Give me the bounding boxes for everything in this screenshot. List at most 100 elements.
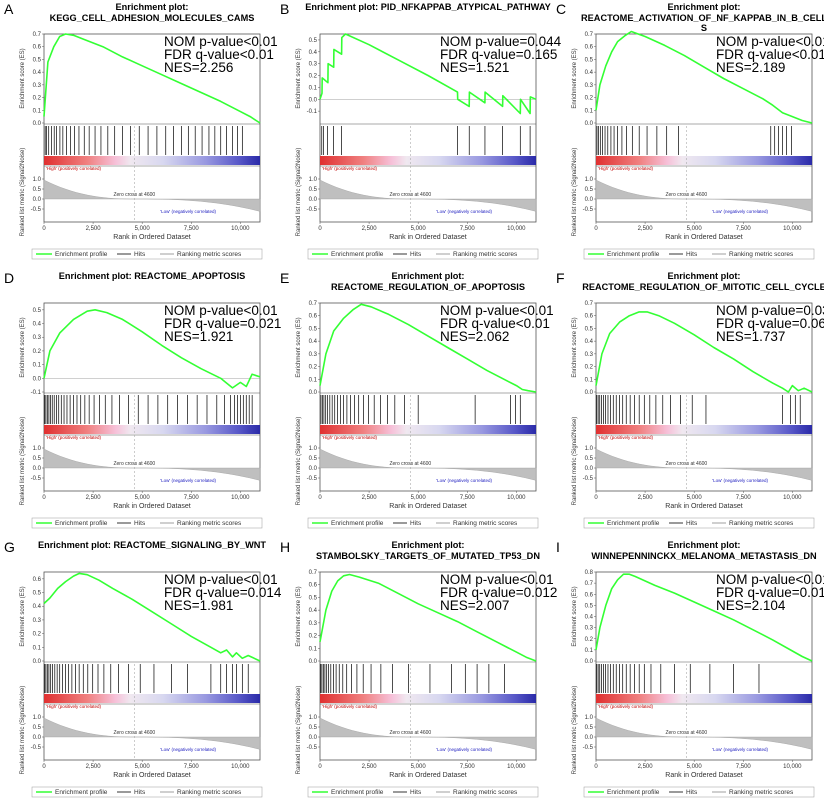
x-axis-label: Rank in Ordered Dataset xyxy=(389,503,466,510)
metric-ytick-label: 0.0 xyxy=(585,197,594,203)
legend-es-label: Enrichment profile xyxy=(331,789,384,796)
ranking-metric-area xyxy=(595,448,813,481)
xtick-label: 0 xyxy=(318,226,322,232)
metric-ytick-label: 0.0 xyxy=(33,735,42,741)
panel-letter: I xyxy=(556,539,560,555)
legend-es-label: Enrichment profile xyxy=(607,789,660,796)
stat-nes: NES=1.521 xyxy=(440,60,509,75)
xtick-label: 10,000 xyxy=(507,764,526,770)
es-ytick-label: 0.7 xyxy=(309,570,318,576)
es-ytick-label: 0.0 xyxy=(309,390,318,396)
metric-ytick-label: 1.0 xyxy=(33,715,42,721)
zero-cross-label: Zero cross at 4600 xyxy=(113,461,155,467)
legend-hits-label: Hits xyxy=(134,251,146,258)
plot-title-line1: Enrichment plot: xyxy=(668,540,741,550)
legend-box xyxy=(307,248,539,260)
es-ytick-label: 0.0 xyxy=(33,121,42,127)
stat-nes: NES=2.104 xyxy=(716,598,786,613)
plot-frame xyxy=(319,302,537,492)
zero-cross-label: Zero cross at 4600 xyxy=(113,192,155,198)
stat-fdr-qvalue: FDR q-value=0.012 xyxy=(440,585,557,600)
xtick-label: 2,500 xyxy=(86,764,102,770)
es-ylabel: Enrichment score (ES) xyxy=(296,586,302,646)
xtick-label: 5,000 xyxy=(135,226,151,232)
legend-hits-label: Hits xyxy=(134,520,146,527)
plot-title-line2: KEGG_CELL_ADHESION_MOLECULES_CAMS xyxy=(50,13,255,23)
stat-fdr-qvalue: FDR q-value<0.01 xyxy=(440,316,550,331)
metric-ytick-label: 0.0 xyxy=(33,466,42,472)
es-ytick-label: 0.2 xyxy=(309,74,318,80)
enrichment-profile-line xyxy=(319,33,537,115)
xtick-label: 7,500 xyxy=(184,764,200,770)
stat-nom-pvalue: NOM p-value<0.01 xyxy=(164,34,278,49)
panel-letter: C xyxy=(556,1,566,17)
metric-ytick-label: -0.5 xyxy=(307,476,318,482)
stat-nom-pvalue: NOM p-value=0.044 xyxy=(440,34,562,49)
high-label: 'High' (positively correlated) xyxy=(46,166,101,171)
xtick-label: 10,000 xyxy=(783,226,802,232)
es-ytick-label: 0.0 xyxy=(585,390,594,396)
xtick-label: 2,500 xyxy=(86,226,102,232)
stat-fdr-qvalue: FDR q-value=0.021 xyxy=(164,316,281,331)
metric-ytick-label: 0.0 xyxy=(309,466,318,472)
metric-ytick-label: 1.0 xyxy=(585,446,594,452)
ranking-color-bar xyxy=(44,156,260,165)
xtick-label: 10,000 xyxy=(783,764,802,770)
es-ylabel: Enrichment score (ES) xyxy=(296,48,302,108)
xtick-label: 2,500 xyxy=(86,495,102,501)
xtick-label: 0 xyxy=(42,764,46,770)
ranking-metric-area xyxy=(43,717,261,750)
es-ytick-label: 0.1 xyxy=(585,648,594,654)
panel-letter: F xyxy=(556,270,565,286)
xtick-label: 7,500 xyxy=(184,495,200,501)
es-ytick-label: 0.6 xyxy=(33,45,42,51)
panel-letter: A xyxy=(4,1,14,17)
stat-fdr-qvalue: FDR q-value=0.062 xyxy=(716,316,824,331)
xtick-label: 0 xyxy=(318,495,322,501)
xtick-label: 2,500 xyxy=(638,764,654,770)
metric-ylabel: Ranked list metric (Signal2Noise) xyxy=(20,686,26,775)
es-ytick-label: 0.5 xyxy=(33,308,42,314)
es-ytick-label: 0.2 xyxy=(309,365,318,371)
stat-nes: NES=2.007 xyxy=(440,598,509,613)
xtick-label: 7,500 xyxy=(460,495,476,501)
es-ytick-label: 0.6 xyxy=(585,45,594,51)
gsea-panel-h: H Enrichment plot: STAMBOLSKY_TARGETS_OF_M… xyxy=(276,538,557,806)
plot-title-line2: WINNEPENNINCKX_MELANOMA_METASTASIS_DN xyxy=(591,551,817,561)
plot-frame xyxy=(43,33,261,223)
es-ytick-label: 0.5 xyxy=(33,591,42,597)
es-ylabel: Enrichment score (ES) xyxy=(572,48,578,108)
legend-box xyxy=(583,786,815,798)
xtick-label: 0 xyxy=(318,764,322,770)
stat-fdr-qvalue: FDR q-value=0.012 xyxy=(716,585,824,600)
xtick-label: 2,500 xyxy=(638,226,654,232)
low-label: 'Low' (negatively correlated) xyxy=(436,747,492,752)
stat-fdr-qvalue: FDR q-value<0.01 xyxy=(716,47,824,62)
metric-ytick-label: -0.5 xyxy=(307,207,318,213)
xtick-label: 7,500 xyxy=(736,764,752,770)
es-ytick-label: 0.5 xyxy=(585,603,594,609)
plot-title-line2: REACTOME_REGULATION_OF_APOPTOSIS xyxy=(331,282,525,292)
es-ytick-label: 0.4 xyxy=(33,322,42,328)
legend-es-label: Enrichment profile xyxy=(607,520,660,527)
xtick-label: 2,500 xyxy=(362,764,378,770)
legend-hits-label: Hits xyxy=(410,520,422,527)
stat-nom-pvalue: NOM p-value<0.01 xyxy=(716,572,824,587)
es-ytick-label: 0.5 xyxy=(309,38,318,44)
es-ytick-label: 0.6 xyxy=(585,592,594,598)
enrichment-profile-line xyxy=(595,311,813,393)
es-ytick-label: 0.4 xyxy=(33,604,42,610)
gsea-plot-svg: B Enrichment plot: PID_NFKAPPAB_ATYPICAL_… xyxy=(280,1,562,260)
legend-hits-label: Hits xyxy=(686,251,698,258)
plot-frame xyxy=(595,302,813,492)
legend-hits-label: Hits xyxy=(686,789,698,796)
es-ytick-label: 0.2 xyxy=(585,637,594,643)
plot-frame xyxy=(43,571,261,761)
xtick-label: 0 xyxy=(42,495,46,501)
stat-nes: NES=1.921 xyxy=(164,329,233,344)
xtick-label: 0 xyxy=(42,226,46,232)
es-ytick-label: 0.5 xyxy=(309,326,318,332)
xtick-label: 10,000 xyxy=(507,495,526,501)
es-ylabel: Enrichment score (ES) xyxy=(20,48,26,108)
stat-nes: NES=2.062 xyxy=(440,329,509,344)
